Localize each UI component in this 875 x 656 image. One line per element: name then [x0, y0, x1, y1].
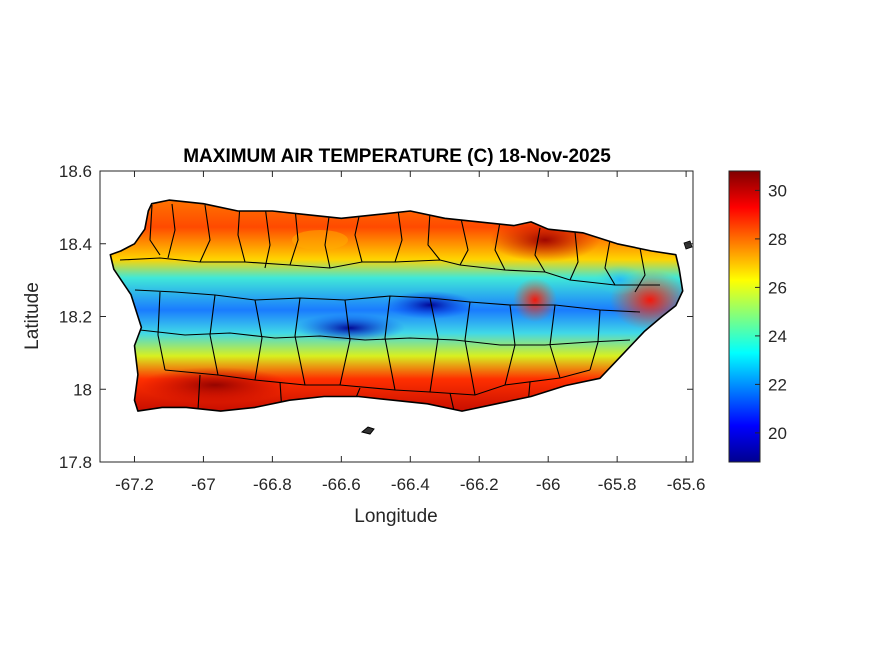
colorbar-tick-label: 30 — [768, 181, 787, 200]
x-tick-label: -66.8 — [253, 475, 292, 494]
y-tick-label: 17.8 — [59, 453, 92, 472]
colorbar-tick-label: 28 — [768, 230, 787, 249]
small-island-caja-de-muertos — [360, 426, 375, 435]
x-tick-label: -67.2 — [115, 475, 154, 494]
x-tick-label: -66 — [536, 475, 561, 494]
colorbar-tick-label: 24 — [768, 327, 787, 346]
y-tick-label: 18.4 — [59, 235, 92, 254]
x-tick-label: -66.2 — [460, 475, 499, 494]
y-axis-ticks: 17.8 18 18.2 18.4 18.6 — [59, 162, 693, 472]
x-tick-label: -65.8 — [598, 475, 637, 494]
colorbar-tick-label: 20 — [768, 424, 787, 443]
x-tick-label: -67 — [191, 475, 216, 494]
municipality-boundaries — [119, 203, 660, 412]
small-island-vieques-tip — [683, 240, 693, 250]
x-axis-ticks: -67.2 -67 -66.8 -66.6 -66.4 -66.2 -66 -65.8 -65.… — [115, 171, 705, 494]
x-tick-label: -66.4 — [391, 475, 430, 494]
x-axis-label: Longitude — [354, 506, 437, 527]
y-tick-label: 18.2 — [59, 308, 92, 327]
colorbar-tick-label: 26 — [768, 278, 787, 297]
x-tick-label: -66.6 — [322, 475, 361, 494]
colorbar-tick-label: 22 — [768, 375, 787, 394]
y-tick-label: 18.6 — [59, 162, 92, 181]
temperature-field — [110, 200, 683, 412]
colorbar — [728, 170, 761, 463]
y-tick-label: 18 — [73, 380, 92, 399]
x-tick-label: -65.6 — [667, 475, 706, 494]
island-outline — [109, 199, 684, 412]
colorbar-ticks: 20 22 24 26 28 30 — [755, 181, 787, 443]
map-title: MAXIMUM AIR TEMPERATURE (C) 18-Nov-2025 — [183, 146, 611, 167]
y-axis-label: Latitude — [22, 282, 43, 350]
